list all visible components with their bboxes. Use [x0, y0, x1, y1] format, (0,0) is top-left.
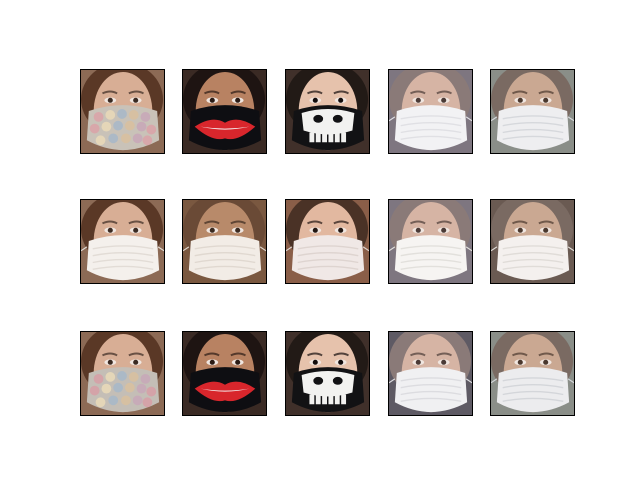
face-thumbnail-r1-c2 [182, 69, 267, 154]
face-image [389, 70, 472, 153]
face-image [183, 332, 266, 415]
face-image [286, 200, 369, 283]
face-image [183, 200, 266, 283]
face-thumbnail-r1-c3 [285, 69, 370, 154]
face-image [491, 70, 574, 153]
face-thumbnail-r2-c1 [80, 199, 165, 284]
face-thumbnail-r3-c2 [182, 331, 267, 416]
face-thumbnail-r3-c4 [388, 331, 473, 416]
face-thumbnail-r3-c5 [490, 331, 575, 416]
face-thumbnail-r3-c1 [80, 331, 165, 416]
face-image [491, 200, 574, 283]
face-image [389, 200, 472, 283]
face-image [286, 70, 369, 153]
face-thumbnail-r3-c3 [285, 331, 370, 416]
face-thumbnail-r2-c3 [285, 199, 370, 284]
face-image [81, 332, 164, 415]
face-thumbnail-r2-c5 [490, 199, 575, 284]
face-image [183, 70, 266, 153]
face-thumbnail-r2-c2 [182, 199, 267, 284]
face-image [286, 332, 369, 415]
face-thumbnail-r1-c4 [388, 69, 473, 154]
face-thumbnail-r2-c4 [388, 199, 473, 284]
face-image [81, 70, 164, 153]
face-image [81, 200, 164, 283]
face-image [491, 332, 574, 415]
face-thumbnail-r1-c5 [490, 69, 575, 154]
face-thumbnail-r1-c1 [80, 69, 165, 154]
face-image [389, 332, 472, 415]
